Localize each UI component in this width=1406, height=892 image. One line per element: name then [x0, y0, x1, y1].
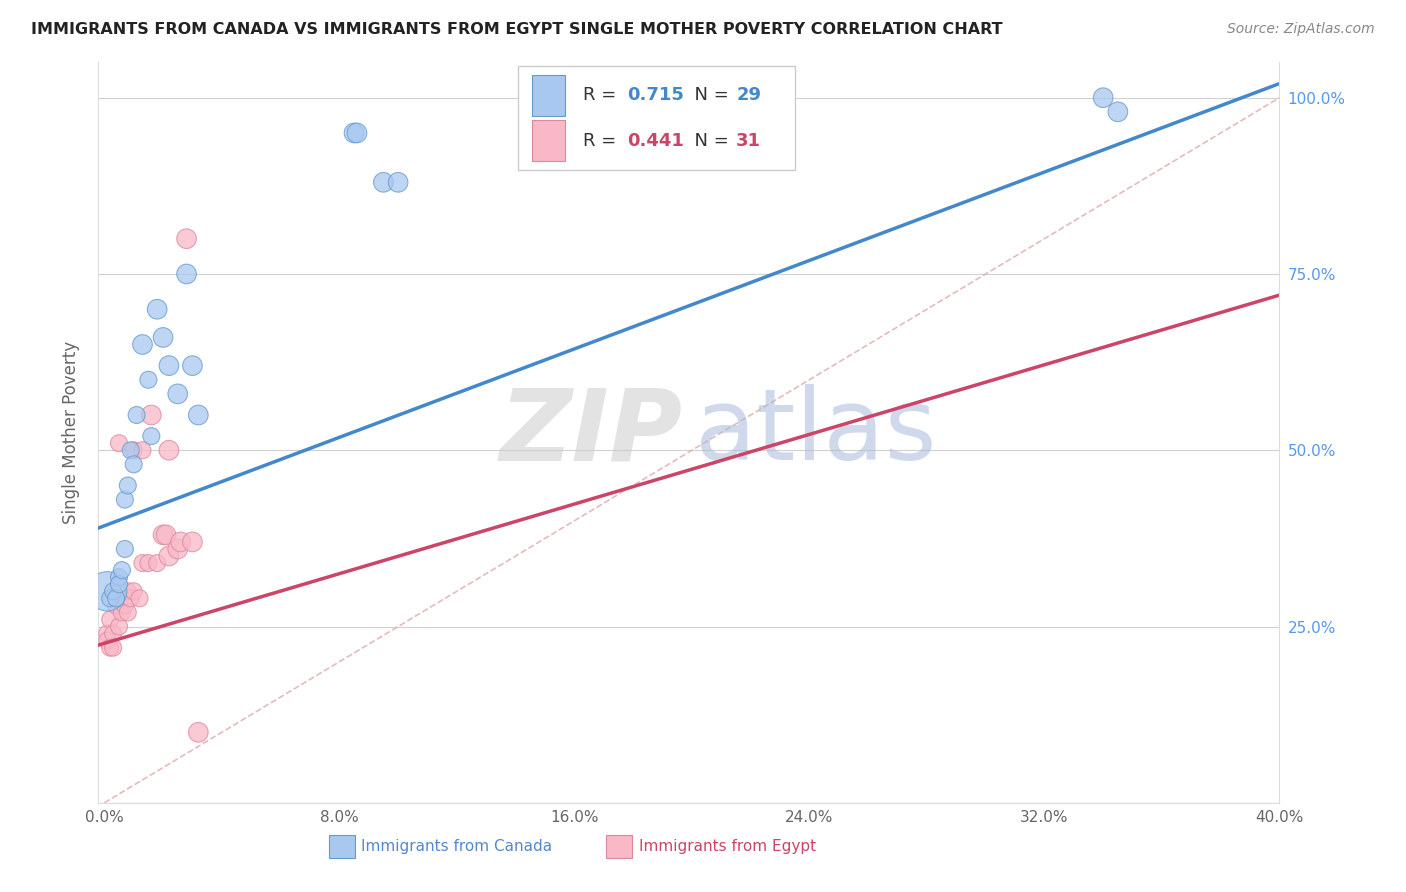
- Point: [138, 373, 160, 387]
- Point: [96, 626, 118, 640]
- Text: ZIP: ZIP: [501, 384, 683, 481]
- Point: [387, 175, 409, 189]
- Point: [131, 556, 153, 570]
- Point: [114, 492, 136, 507]
- Point: [146, 556, 169, 570]
- Point: [105, 591, 128, 606]
- Point: [141, 408, 163, 422]
- Point: [187, 408, 209, 422]
- Text: 0.441: 0.441: [627, 132, 685, 150]
- Point: [117, 478, 139, 492]
- Point: [98, 640, 121, 655]
- Point: [101, 626, 124, 640]
- Point: [114, 541, 136, 556]
- FancyBboxPatch shape: [531, 75, 565, 116]
- Point: [122, 458, 145, 472]
- FancyBboxPatch shape: [517, 66, 796, 169]
- Point: [346, 126, 368, 140]
- Point: [152, 528, 174, 542]
- Point: [108, 436, 131, 450]
- Text: atlas: atlas: [695, 384, 936, 481]
- Text: Immigrants from Canada: Immigrants from Canada: [360, 839, 551, 854]
- Point: [101, 640, 124, 655]
- Point: [131, 337, 153, 351]
- Point: [176, 267, 198, 281]
- Point: [120, 443, 142, 458]
- Point: [96, 584, 118, 599]
- Point: [1107, 104, 1129, 119]
- FancyBboxPatch shape: [531, 120, 565, 161]
- Point: [98, 591, 121, 606]
- Point: [117, 584, 139, 599]
- Point: [146, 302, 169, 317]
- Text: Source: ZipAtlas.com: Source: ZipAtlas.com: [1227, 22, 1375, 37]
- Point: [141, 429, 163, 443]
- Text: R =: R =: [582, 87, 621, 104]
- Point: [138, 556, 160, 570]
- Text: Immigrants from Egypt: Immigrants from Egypt: [640, 839, 817, 854]
- Point: [101, 584, 124, 599]
- Point: [108, 619, 131, 633]
- Point: [157, 549, 180, 563]
- Y-axis label: Single Mother Poverty: Single Mother Poverty: [62, 341, 80, 524]
- Point: [181, 535, 204, 549]
- Point: [122, 443, 145, 458]
- Point: [111, 606, 134, 620]
- FancyBboxPatch shape: [606, 835, 633, 858]
- Point: [187, 725, 209, 739]
- Point: [373, 175, 395, 189]
- Point: [122, 584, 145, 599]
- Point: [96, 633, 118, 648]
- Point: [117, 606, 139, 620]
- Point: [108, 577, 131, 591]
- Point: [166, 387, 188, 401]
- Text: 29: 29: [737, 87, 761, 104]
- Point: [105, 599, 128, 613]
- Point: [152, 330, 174, 344]
- Point: [1092, 91, 1115, 105]
- Point: [108, 570, 131, 584]
- Point: [111, 563, 134, 577]
- Point: [166, 541, 188, 556]
- Text: 31: 31: [737, 132, 761, 150]
- Point: [181, 359, 204, 373]
- FancyBboxPatch shape: [329, 835, 354, 858]
- Point: [157, 443, 180, 458]
- Point: [176, 232, 198, 246]
- Point: [114, 599, 136, 613]
- Text: N =: N =: [683, 132, 734, 150]
- Text: R =: R =: [582, 132, 621, 150]
- Point: [98, 612, 121, 626]
- Point: [155, 528, 177, 542]
- Point: [170, 535, 193, 549]
- Point: [120, 591, 142, 606]
- Point: [157, 359, 180, 373]
- Point: [131, 443, 153, 458]
- Point: [343, 126, 366, 140]
- Text: 0.715: 0.715: [627, 87, 685, 104]
- Point: [125, 408, 148, 422]
- Text: IMMIGRANTS FROM CANADA VS IMMIGRANTS FROM EGYPT SINGLE MOTHER POVERTY CORRELATIO: IMMIGRANTS FROM CANADA VS IMMIGRANTS FRO…: [31, 22, 1002, 37]
- Point: [128, 591, 150, 606]
- Text: N =: N =: [683, 87, 734, 104]
